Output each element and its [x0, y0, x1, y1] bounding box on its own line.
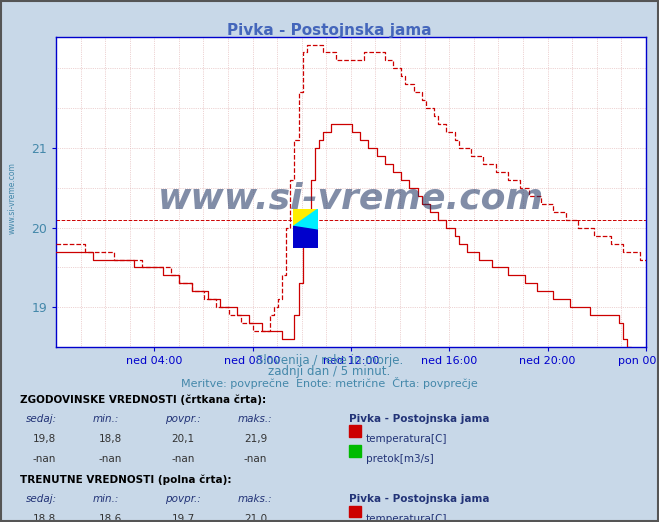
- Text: maks.:: maks.:: [237, 494, 272, 504]
- Text: min.:: min.:: [92, 414, 119, 424]
- Text: www.si-vreme.com: www.si-vreme.com: [158, 181, 544, 215]
- Polygon shape: [293, 209, 318, 227]
- Polygon shape: [293, 227, 318, 248]
- Text: maks.:: maks.:: [237, 414, 272, 424]
- Text: 18,8: 18,8: [99, 434, 122, 444]
- Text: Meritve: povprečne  Enote: metrične  Črta: povprečje: Meritve: povprečne Enote: metrične Črta:…: [181, 377, 478, 389]
- Text: www.si-vreme.com: www.si-vreme.com: [8, 162, 17, 234]
- Text: 21,9: 21,9: [244, 434, 267, 444]
- Text: temperatura[C]: temperatura[C]: [366, 434, 447, 444]
- Text: -nan: -nan: [171, 454, 194, 464]
- Text: temperatura[C]: temperatura[C]: [366, 514, 447, 522]
- Text: povpr.:: povpr.:: [165, 494, 200, 504]
- Text: 20,1: 20,1: [171, 434, 194, 444]
- Text: -nan: -nan: [33, 454, 56, 464]
- Text: 21,0: 21,0: [244, 514, 267, 522]
- Text: Pivka - Postojnska jama: Pivka - Postojnska jama: [227, 23, 432, 39]
- Text: sedaj:: sedaj:: [26, 414, 57, 424]
- Text: min.:: min.:: [92, 494, 119, 504]
- Text: 18,8: 18,8: [33, 514, 56, 522]
- Text: sedaj:: sedaj:: [26, 494, 57, 504]
- Text: Pivka - Postojnska jama: Pivka - Postojnska jama: [349, 414, 490, 424]
- Text: -nan: -nan: [99, 454, 122, 464]
- Text: Pivka - Postojnska jama: Pivka - Postojnska jama: [349, 494, 490, 504]
- Text: povpr.:: povpr.:: [165, 414, 200, 424]
- Text: ZGODOVINSKE VREDNOSTI (črtkana črta):: ZGODOVINSKE VREDNOSTI (črtkana črta):: [20, 394, 266, 405]
- Text: TRENUTNE VREDNOSTI (polna črta):: TRENUTNE VREDNOSTI (polna črta):: [20, 474, 231, 485]
- Text: zadnji dan / 5 minut.: zadnji dan / 5 minut.: [268, 365, 391, 378]
- Text: Slovenija / reke in morje.: Slovenija / reke in morje.: [256, 354, 403, 367]
- Text: pretok[m3/s]: pretok[m3/s]: [366, 454, 434, 464]
- Text: 19,8: 19,8: [33, 434, 56, 444]
- Polygon shape: [293, 209, 318, 230]
- Text: 18,6: 18,6: [99, 514, 122, 522]
- Text: -nan: -nan: [244, 454, 267, 464]
- Text: 19,7: 19,7: [171, 514, 194, 522]
